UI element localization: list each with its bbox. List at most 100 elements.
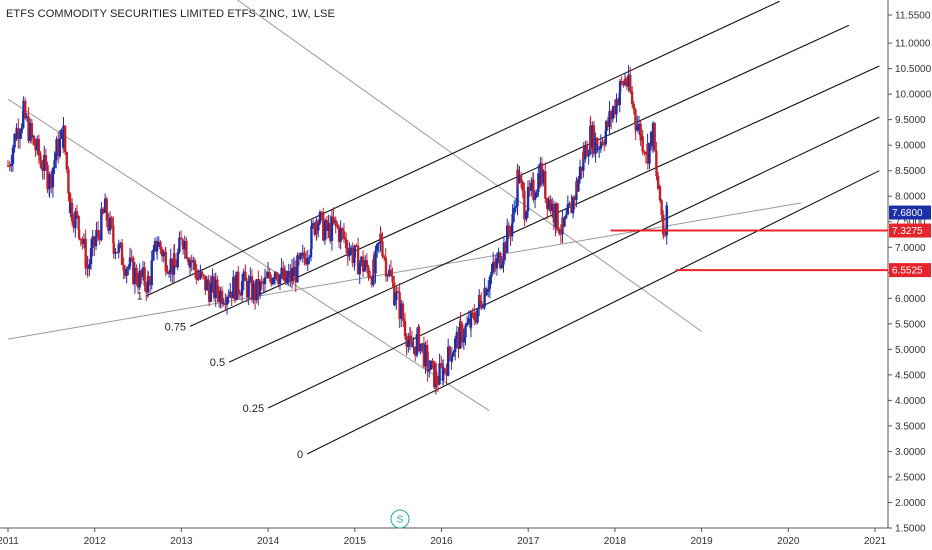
candle-body: [532, 179, 535, 200]
y-tick-label: 2.5000: [895, 472, 926, 483]
candle-body: [629, 90, 632, 92]
symbol-badge[interactable]: [390, 509, 410, 529]
candle-body: [459, 321, 462, 325]
candle-body: [535, 192, 538, 198]
candle-body: [665, 210, 669, 228]
candle-body: [258, 281, 262, 296]
candle-body: [133, 267, 137, 284]
candle-body: [320, 211, 323, 213]
gray-trendline-1[interactable]: [233, 0, 702, 332]
candle-body: [471, 312, 474, 314]
candle-body: [238, 292, 242, 295]
pitchfork-line-4[interactable]: [306, 170, 880, 455]
candle-body: [25, 116, 29, 119]
candle-body: [82, 238, 86, 245]
candle-body: [656, 176, 660, 190]
pitchfork-line-3[interactable]: [267, 116, 880, 409]
candle-body: [207, 287, 211, 302]
candle-body: [77, 215, 80, 230]
candle-body: [77, 229, 81, 239]
candle-body: [84, 238, 87, 269]
candle-body: [55, 139, 58, 153]
candle-body: [100, 208, 103, 240]
candle-body: [136, 282, 140, 288]
candle-body: [473, 312, 476, 320]
candle-body: [487, 288, 490, 292]
candle-body: [20, 127, 23, 134]
y-tick-label: 6.0000: [895, 294, 926, 305]
candle-body: [604, 130, 607, 145]
candle-body: [257, 279, 260, 296]
last-price-label: 7.6800: [892, 208, 923, 219]
candle-body: [658, 186, 662, 201]
candle-body: [580, 166, 583, 171]
candle-body: [589, 125, 592, 149]
candle-body: [202, 274, 205, 276]
candle-body: [537, 173, 540, 193]
candle-body: [53, 160, 56, 169]
candle-body: [89, 247, 93, 265]
candle-body: [115, 252, 119, 254]
candle-body: [344, 239, 348, 248]
candle-body: [22, 110, 25, 128]
candle-body: [620, 81, 623, 83]
candle-body: [361, 256, 365, 272]
candle-body: [227, 296, 230, 298]
candle-body: [176, 252, 179, 268]
candle-body: [403, 320, 407, 337]
candle-body: [317, 223, 320, 231]
candle-body: [388, 269, 391, 276]
candle-body: [526, 186, 530, 212]
candle-body: [219, 290, 222, 302]
candle-body: [422, 343, 426, 367]
candle-body: [523, 190, 526, 219]
candle-body: [200, 271, 204, 275]
candle-body: [377, 242, 381, 245]
candle-body: [327, 222, 330, 231]
candle-body: [164, 252, 167, 272]
candle-body: [554, 203, 558, 228]
symbol-badge-label: S: [397, 515, 404, 526]
x-tick-label: 2016: [430, 536, 453, 547]
x-tick-label: 2014: [257, 536, 280, 547]
candle-body: [494, 264, 497, 269]
candle-body: [497, 252, 500, 259]
candle-body: [360, 256, 363, 264]
candle-body: [107, 220, 110, 231]
candle-body: [500, 264, 504, 268]
candle-body: [561, 217, 565, 227]
candle-body: [453, 338, 457, 353]
x-tick-label: 2012: [84, 536, 107, 547]
gray-trendline-0[interactable]: [7, 98, 490, 412]
candle-body: [103, 212, 106, 214]
candle-body: [55, 152, 58, 161]
candle-body: [214, 279, 217, 298]
y-tick-label: 1.5000: [895, 524, 926, 535]
gray-trendline-2[interactable]: [7, 202, 802, 340]
candle-body: [70, 202, 74, 222]
candle-body: [596, 148, 599, 151]
candle-body: [558, 229, 561, 234]
candle-body: [594, 137, 597, 154]
candle-body: [461, 324, 464, 343]
pitchfork-line-0[interactable]: [146, 0, 780, 297]
candle-body: [533, 197, 537, 200]
candle-body: [145, 285, 148, 293]
candle-body: [323, 228, 327, 241]
y-tick-label: 3.5000: [895, 421, 926, 432]
y-tick-label: 11.5500: [895, 11, 931, 22]
candle-body: [74, 211, 77, 228]
candle-body: [11, 147, 15, 164]
candle-body: [31, 135, 34, 137]
y-tick-label: 2.0000: [895, 498, 926, 509]
candle-body: [498, 252, 502, 268]
candle-body: [81, 240, 84, 245]
candle-body: [36, 138, 39, 151]
candle-body: [15, 128, 18, 140]
candle-body: [10, 163, 13, 166]
candle-body: [641, 136, 644, 152]
candle-body: [552, 203, 556, 223]
x-tick-label: 2013: [170, 536, 193, 547]
candle-body: [103, 198, 107, 213]
